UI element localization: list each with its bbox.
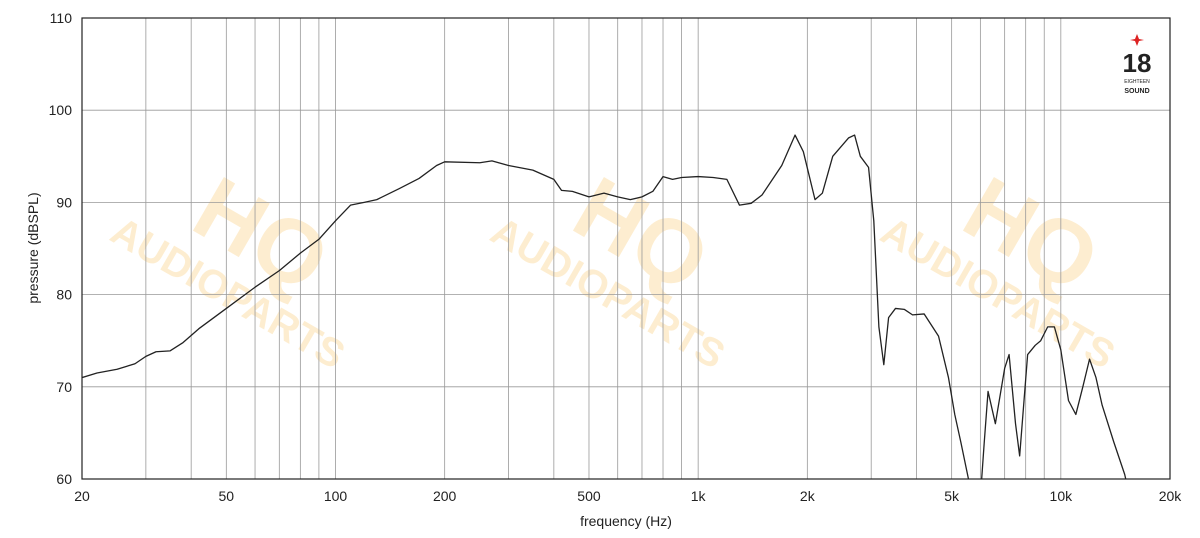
x-tick-label: 500 (577, 488, 601, 504)
x-tick-label: 10k (1050, 488, 1074, 504)
plot-frame (81, 17, 1171, 480)
x-tick-label: 20k (1159, 488, 1183, 504)
x-tick-label: 20 (74, 488, 90, 504)
y-tick-label: 80 (56, 287, 72, 303)
y-tick-label: 100 (49, 102, 73, 118)
logo-text: EIGHTEEN (1124, 79, 1150, 85)
y-tick-label: 60 (56, 471, 72, 487)
x-tick-label: 5k (944, 488, 960, 504)
y-tick-label: 110 (50, 10, 73, 26)
x-tick-label: 200 (433, 488, 457, 504)
y-axis-label: pressure (dBSPL) (25, 192, 41, 303)
logo-star (1130, 34, 1144, 46)
response-line (82, 134, 1127, 479)
logo: 18 EIGHTEEN SOUND (1123, 34, 1152, 95)
x-axis-label: frequency (Hz) (580, 513, 672, 529)
x-tick-label: 50 (219, 488, 235, 504)
logo-number: 18 (1123, 48, 1152, 78)
x-tick-label: 2k (800, 488, 816, 504)
x-tick-label: 1k (691, 488, 707, 504)
x-tick-label: 100 (324, 488, 348, 504)
y-tick-label: 70 (56, 379, 72, 395)
logo-text: SOUND (1124, 88, 1149, 95)
y-tick-label: 90 (56, 194, 72, 210)
